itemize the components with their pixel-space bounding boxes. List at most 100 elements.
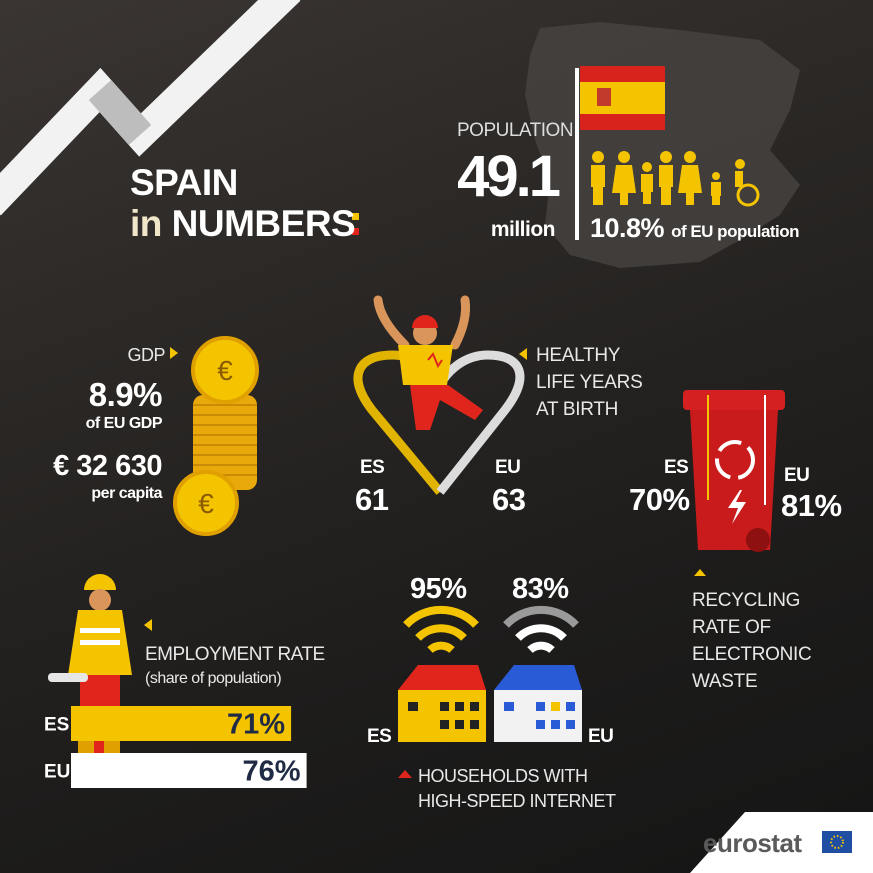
population-value: 49.1 [457,144,561,209]
people-icons-part [612,165,636,193]
coins-part [173,470,239,536]
jumping-person-part [427,352,443,369]
worker-part [80,640,120,645]
title-colon [352,213,359,235]
wifi-es-part [415,624,467,641]
house-eu-part [504,702,575,729]
house-es-part-part [470,702,479,711]
ribbon-part [88,80,152,145]
coins-part [191,336,259,404]
house-eu-part-part [551,720,560,729]
es-value: 61 [355,482,389,517]
gdp-marker-part [170,347,178,359]
people-icons-part [735,159,745,169]
logo-panel [690,812,873,873]
people-icons-part [660,151,672,163]
people-icons [591,151,760,207]
label-line: AT BIRTH [536,399,619,420]
house-eu-part [494,665,582,690]
bar-label: 71% [227,709,285,741]
eu-share-value: 10.8% [590,213,665,243]
coins: € € [173,336,259,536]
eu-label: EU [784,465,810,486]
wifi-es-part [427,641,455,654]
people-icons-part [711,182,721,196]
house-es-part [398,665,486,690]
population-unit: million [490,218,556,241]
label-line: RATE OF [692,617,771,638]
people-icons-part [620,193,628,205]
jumping-person-part [410,385,483,430]
label-line: HEALTHY [536,345,621,366]
title-line2: in NUMBERS [130,205,356,242]
employment-bars: ES 71% EU 76% [44,706,307,788]
flag [575,66,665,240]
house-es-part [408,702,479,729]
label-line: WASTE [692,671,758,692]
eu-share-text: of EU population [671,222,800,241]
house-es-part-part [455,702,464,711]
recycling-bin-part [690,410,778,550]
house-eu-part [551,702,560,711]
people-icons-part [735,171,743,187]
label-line: ELECTRONIC [692,644,812,665]
house-eu-part-part [566,720,575,729]
coins-part [193,395,257,490]
jumping-person-part [398,345,453,385]
gdp-marker [170,347,178,359]
worker-part [89,589,111,611]
employment-label: EMPLOYMENT RATE [145,644,325,665]
title-colon-part [352,228,359,235]
coins-part: € [217,355,233,386]
label-line: HIGH-SPEED INTERNET [418,791,616,811]
house-eu [494,665,582,742]
house-es-part-part [440,720,449,729]
flag-part [597,88,611,106]
recycling-bin-part [746,528,770,552]
worker-part [80,628,120,633]
healthy-label: HEALTHY LIFE YEARS AT BIRTH [536,342,643,423]
jumping-person-part [373,295,410,350]
eu-value: 81% [781,488,842,523]
house-eu-part [494,690,582,742]
population-eu-share: 10.8% of EU population [590,213,800,243]
es-label: ES [360,457,385,478]
brand: eurostat [703,828,802,858]
worker [48,574,132,760]
house-eu-part-part [566,702,575,711]
people-icons-part [661,187,671,205]
bar-name: EU [44,762,70,783]
wifi-eu-part [527,641,555,654]
jumping-person-part [412,315,438,328]
people-icons-part [659,165,673,187]
people-icons-part [618,151,630,163]
employment-marker-part [144,619,152,631]
gdp-per-capita-text: per capita [91,485,162,502]
recycling-bin-part [715,440,755,480]
bar [71,753,307,788]
flag-part [580,82,665,114]
people-icons-part [642,162,652,172]
recycling-marker [694,569,706,576]
logo-panel-part [690,812,873,873]
house-es-part-part [470,720,479,729]
house-eu-part-part [536,720,545,729]
eu-label: EU [495,457,521,478]
house-eu-part-part [504,702,514,711]
people-icons-part [641,174,653,192]
wifi-es-part [403,605,479,628]
worker-part [84,574,116,590]
internet-label: HOUSEHOLDS WITH HIGH-SPEED INTERNET [418,764,616,814]
people-icons-part [712,196,720,205]
bar-label: 76% [243,756,301,788]
healthy-marker [519,348,527,360]
es-label: ES [367,726,392,747]
title-colon-part [352,213,359,220]
coins-part: € [198,488,214,519]
es-value: 70% [629,482,690,517]
recycling-bin-part [683,390,785,410]
internet-marker-part [398,770,412,778]
es-label: ES [664,457,689,478]
gdp-label: GDP [127,345,165,365]
